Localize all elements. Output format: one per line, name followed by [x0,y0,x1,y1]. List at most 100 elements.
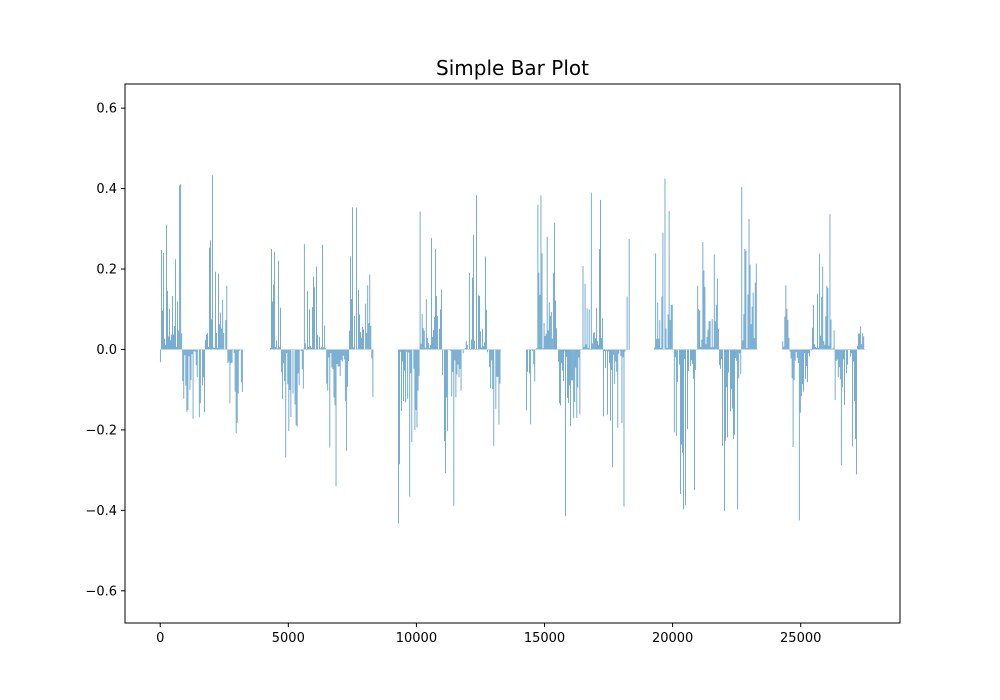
bar [753,337,755,350]
bar [403,349,404,401]
bar [699,310,701,350]
bar [348,349,349,362]
bar [232,349,234,350]
y-tick-label: −0.2 [85,423,117,438]
bar [705,343,707,350]
bar [731,349,732,390]
bar [456,349,458,375]
bar [814,344,815,350]
bar [459,349,461,369]
bar [661,296,663,350]
x-tick-label: 0 [156,631,164,646]
bar [489,349,491,368]
bar [786,308,788,350]
bar [734,349,735,435]
bar [556,328,557,350]
bar [436,295,437,350]
bar [671,304,673,350]
bar [314,287,315,350]
bar [697,285,699,350]
bar [166,224,167,350]
bar [800,349,802,397]
bar [207,333,208,350]
bar [793,349,795,381]
bar [694,349,695,490]
bar [589,348,591,350]
bar [308,346,309,350]
bar [329,349,331,448]
bar [815,346,816,350]
x-tick-label: 10000 [396,631,437,646]
bar [527,349,528,372]
bar [803,349,804,392]
bar [585,344,587,350]
bar [187,349,189,410]
bar [303,244,305,350]
bar [702,242,704,350]
bar [183,349,185,399]
bar [169,308,170,350]
bar [676,349,678,382]
bar [605,349,606,369]
bar [458,349,460,378]
x-tick-label: 5000 [272,631,305,646]
plot-area-frame [124,83,901,624]
bar [440,309,441,350]
bar [711,319,713,350]
bar [825,316,827,350]
bar [544,335,546,350]
bar [659,320,661,350]
bar [218,273,219,350]
bar [783,346,785,350]
bar [542,348,544,350]
bar [662,232,664,350]
bar [619,349,621,351]
bar [483,346,484,350]
y-tick-label: 0.4 [96,182,117,197]
bar [363,329,364,350]
bar [468,272,470,350]
bar [226,285,228,350]
bar [165,344,166,350]
bar [407,349,409,399]
bar [229,349,231,404]
bar [613,349,615,355]
bar [349,330,350,350]
bar [709,321,711,350]
bar [481,347,482,350]
bar [712,347,714,350]
y-tick-label: 0.6 [96,102,117,117]
bar [405,349,407,403]
bar [222,299,224,350]
bar [604,349,605,352]
bar [567,349,568,398]
bar [862,333,864,350]
bar [602,318,603,350]
bar [590,192,592,350]
bar [161,250,162,350]
bar [340,349,342,361]
bar [292,349,294,394]
bar [851,349,852,354]
bar [827,287,829,350]
bar [560,349,561,406]
bar [797,349,799,364]
bar [563,349,564,382]
bar [853,349,854,362]
bar [351,299,352,350]
bar [295,349,297,426]
bar [330,349,332,354]
bar [856,349,857,475]
bar [475,348,476,350]
bar [707,329,709,350]
bar [826,285,828,350]
bar [854,349,855,401]
bar [486,309,487,350]
bar [175,259,176,350]
x-tick-label: 15000 [524,631,565,646]
bar [822,266,824,350]
bar [587,347,589,350]
bar [657,302,659,350]
bar [423,330,425,350]
bar [600,199,601,350]
